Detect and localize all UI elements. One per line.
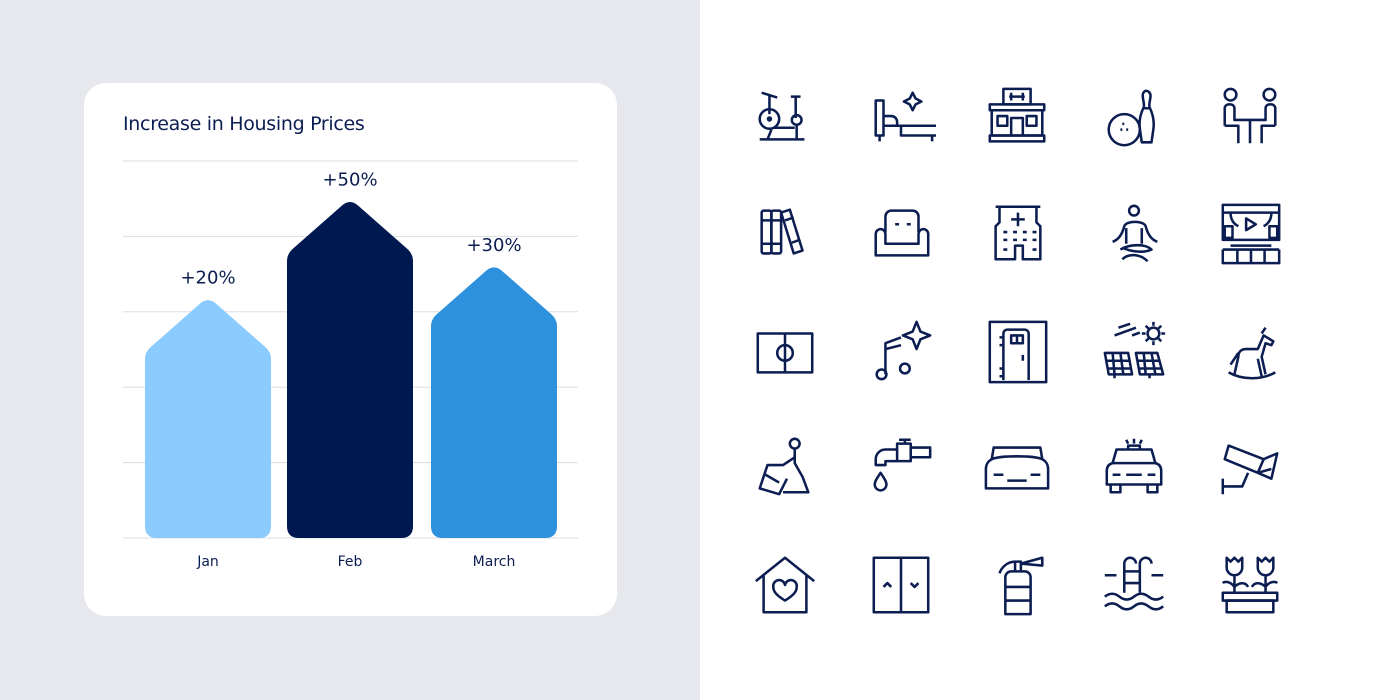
- yoga-stretch-icon: [750, 432, 820, 502]
- music-sparkle-icon: [866, 316, 936, 386]
- pool-ladder-icon: [1099, 550, 1169, 620]
- x-tick-label: Jan: [196, 554, 219, 570]
- fire-extinguisher-icon: [982, 550, 1052, 620]
- bar-feb: [287, 202, 413, 538]
- icon-grid: [755, 60, 1343, 640]
- books-icon: [750, 199, 820, 269]
- x-tick-label: Feb: [338, 554, 363, 570]
- sofa-icon: [866, 199, 936, 269]
- exercise-bike-icon: [750, 83, 820, 153]
- rocking-horse-icon: [1215, 316, 1285, 386]
- x-tick-label: March: [473, 554, 516, 570]
- security-camera-icon: [1215, 432, 1285, 502]
- bar-chart: +20% Jan +50% Feb +30% March: [123, 160, 578, 570]
- theater-icon: [1215, 199, 1285, 269]
- meeting-table-icon: [1215, 83, 1285, 153]
- elevator-doors-icon: [866, 550, 936, 620]
- car-front-icon: [982, 432, 1052, 502]
- solar-panel-icon: [1099, 316, 1169, 386]
- bed-sparkle-icon: [866, 83, 940, 153]
- chart-title: Increase in Housing Prices: [123, 113, 365, 135]
- data-label: +30%: [466, 235, 521, 256]
- flower-planter-icon: [1215, 550, 1285, 620]
- soccer-field-icon: [750, 316, 820, 386]
- chart-card: Increase in Housing Prices +20% Jan +50% Fe…: [84, 83, 617, 616]
- data-label: +20%: [180, 268, 235, 289]
- left-panel: Increase in Housing Prices +20% Jan +50% Fe…: [0, 0, 700, 700]
- data-label: +50%: [322, 170, 377, 191]
- bar-march: [431, 267, 557, 538]
- house-heart-icon: [750, 550, 820, 620]
- meditation-icon: [1099, 199, 1169, 269]
- bowling-icon: [1099, 83, 1169, 153]
- hospital-icon: [982, 199, 1052, 269]
- water-tap-icon: [866, 432, 936, 502]
- door-icon: [982, 316, 1052, 386]
- gym-building-icon: [982, 83, 1052, 153]
- bar-jan: [145, 300, 271, 538]
- taxi-icon: [1099, 432, 1169, 502]
